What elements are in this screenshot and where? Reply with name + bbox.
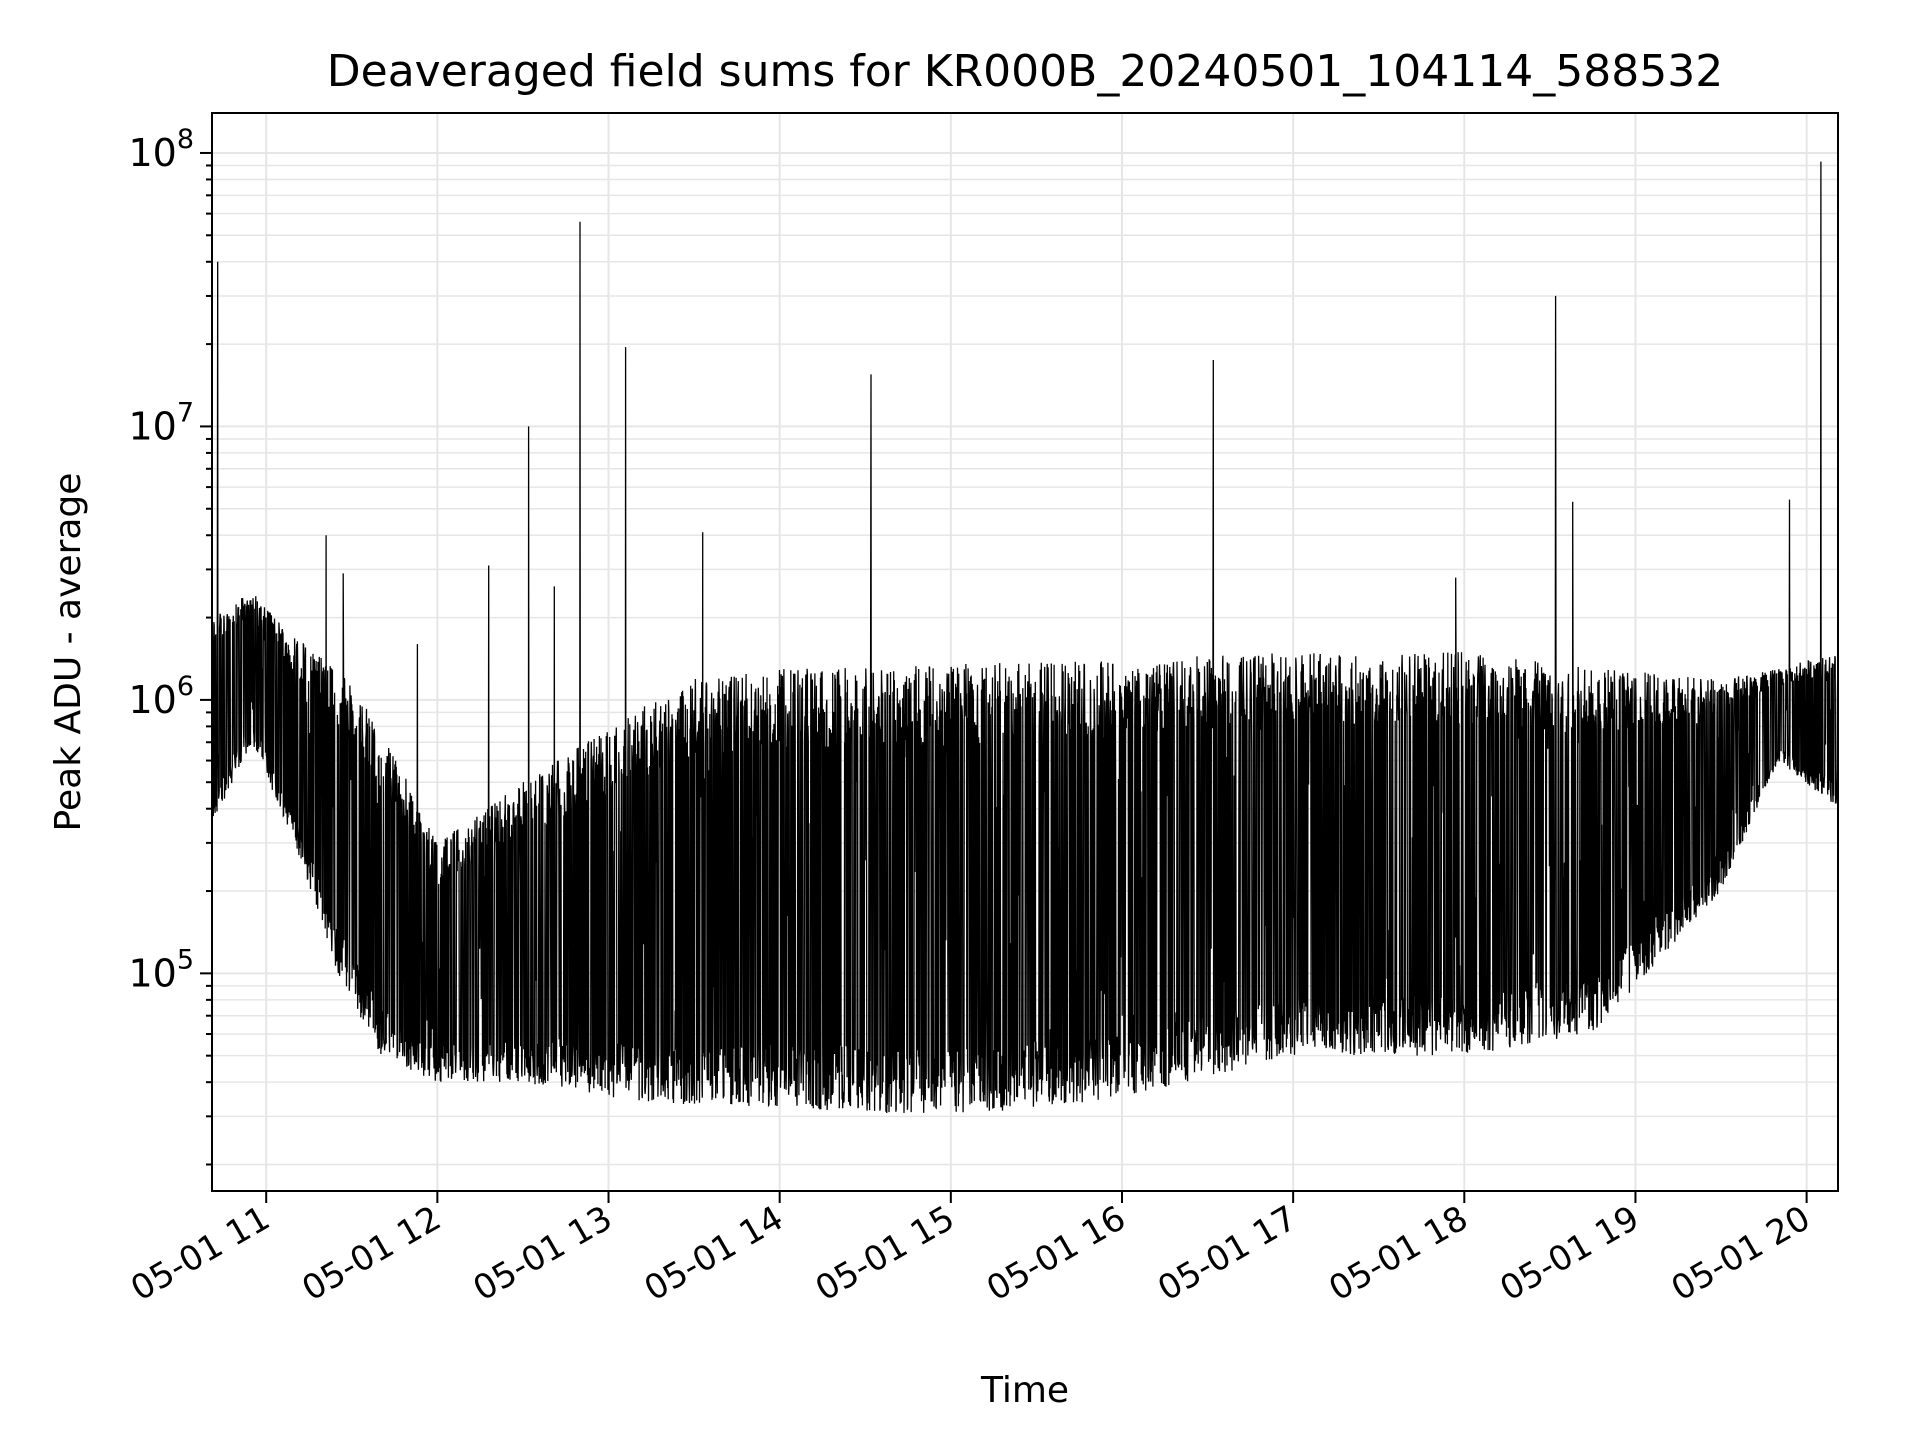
- x-axis-label: Time: [980, 1370, 1069, 1411]
- y-tick-label: 108: [128, 124, 194, 175]
- y-tick-label: 107: [128, 397, 194, 448]
- y-axis-ticks: 105 106 107 108: [128, 124, 212, 1166]
- y-tick-label: 106: [128, 671, 194, 722]
- y-axis-label: Peak ADU - average: [48, 473, 89, 832]
- series-line: [212, 161, 1838, 1114]
- plot-frame: [211, 112, 1839, 1192]
- y-tick-label: 105: [128, 944, 194, 995]
- series-path: [212, 161, 1838, 1114]
- chart-title: Deaveraged field sums for KR000B_2024050…: [327, 46, 1723, 97]
